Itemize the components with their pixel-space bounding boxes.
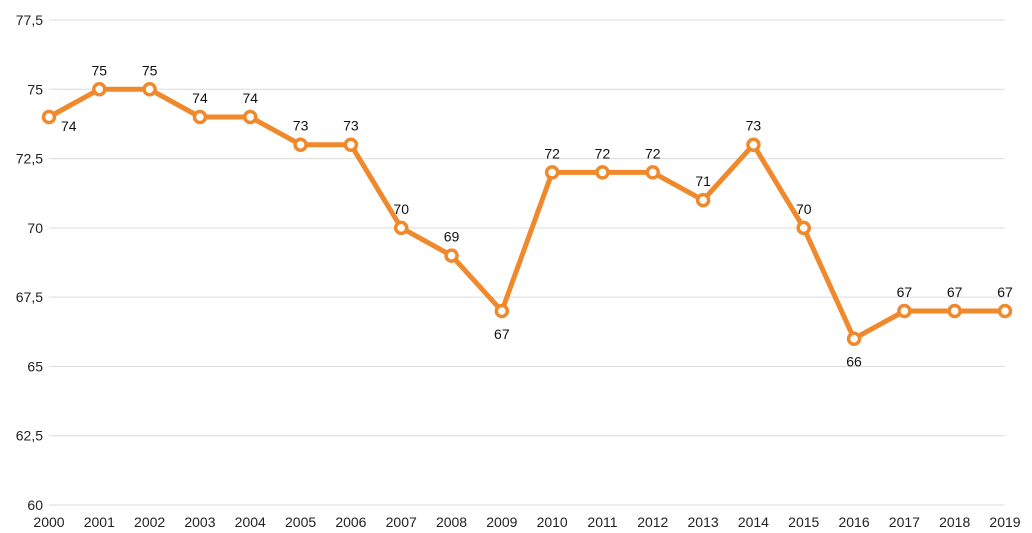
data-label: 67: [997, 284, 1013, 300]
data-label: 70: [393, 201, 409, 217]
x-tick-label: 2013: [688, 514, 719, 530]
y-tick-label: 65: [27, 358, 43, 374]
x-tick-label: 2001: [84, 514, 115, 530]
x-tick-label: 2019: [989, 514, 1020, 530]
data-label: 73: [293, 118, 309, 134]
x-tick-label: 2002: [134, 514, 165, 530]
data-label: 66: [846, 354, 862, 370]
x-tick-label: 2018: [939, 514, 970, 530]
data-point: [41, 109, 57, 125]
data-point: [595, 165, 610, 180]
data-label: 72: [544, 145, 560, 161]
y-tick-label: 70: [27, 220, 43, 236]
data-point: [343, 137, 359, 152]
x-tick-label: 2017: [889, 514, 920, 530]
x-tick-label: 2005: [285, 514, 316, 530]
data-point: [746, 137, 761, 152]
x-tick-label: 2015: [788, 514, 819, 530]
series-layer: [41, 82, 1013, 346]
grid-layer: [49, 19, 1005, 506]
x-tick-label: 2007: [386, 514, 417, 530]
data-label: 69: [444, 229, 460, 245]
data-label: 70: [796, 201, 812, 217]
data-point: [997, 303, 1013, 319]
data-label: 73: [343, 118, 359, 134]
data-point: [293, 137, 308, 152]
x-tick-label: 2012: [637, 514, 668, 530]
data-point: [796, 220, 811, 236]
y-tick-label: 72,5: [16, 151, 43, 167]
data-label: 73: [746, 118, 762, 134]
x-tick-label: 2000: [33, 514, 64, 530]
data-label: 74: [192, 90, 208, 106]
data-point: [444, 248, 459, 263]
data-label: 72: [595, 145, 611, 161]
x-tick-label: 2003: [184, 514, 215, 530]
x-tick-label: 2014: [738, 514, 769, 530]
y-tick-label: 60: [27, 497, 43, 513]
data-point: [243, 109, 258, 125]
data-label: 67: [947, 284, 963, 300]
data-point: [947, 303, 962, 319]
x-tick-label: 2010: [537, 514, 568, 530]
x-tick-label: 2009: [486, 514, 517, 530]
data-label: 71: [695, 173, 711, 189]
x-tick-label: 2008: [436, 514, 467, 530]
data-point: [494, 303, 510, 319]
series-line: [46, 86, 1008, 342]
data-label: 74: [61, 118, 77, 134]
x-tick-label: 2016: [838, 514, 869, 530]
data-point: [92, 82, 107, 97]
x-tick-label: 2011: [587, 514, 617, 530]
data-label: 74: [242, 90, 258, 106]
data-point: [393, 220, 409, 236]
data-point: [695, 192, 711, 208]
x-tick-label: 2006: [335, 514, 366, 530]
data-labels: 74 75 75 74 74 73 73 70 69 67 72 72 72 71 73 70 66 67 67 67: [61, 62, 1013, 369]
y-tick-label: 67,5: [16, 289, 43, 305]
data-point: [897, 303, 912, 319]
data-point: [846, 331, 862, 346]
x-axis-ticks: 2000 2001 2002 2003 2004 2005 2006 2007 2008 2009…: [33, 514, 1020, 530]
data-label: 75: [92, 62, 108, 78]
data-point: [544, 165, 560, 180]
data-label: 75: [142, 62, 158, 78]
x-tick-label: 2004: [235, 514, 266, 530]
y-tick-label: 75: [27, 81, 43, 97]
data-point: [192, 109, 208, 125]
data-point: [142, 82, 157, 97]
y-axis-ticks: 60 62,5 65 67,5 70 72,5 75 77,5: [16, 12, 43, 513]
y-tick-label: 62,5: [16, 428, 43, 444]
data-label: 72: [645, 145, 661, 161]
data-label: 67: [494, 326, 510, 342]
y-tick-label: 77,5: [16, 12, 43, 28]
data-label: 67: [897, 284, 913, 300]
data-point: [645, 165, 661, 180]
